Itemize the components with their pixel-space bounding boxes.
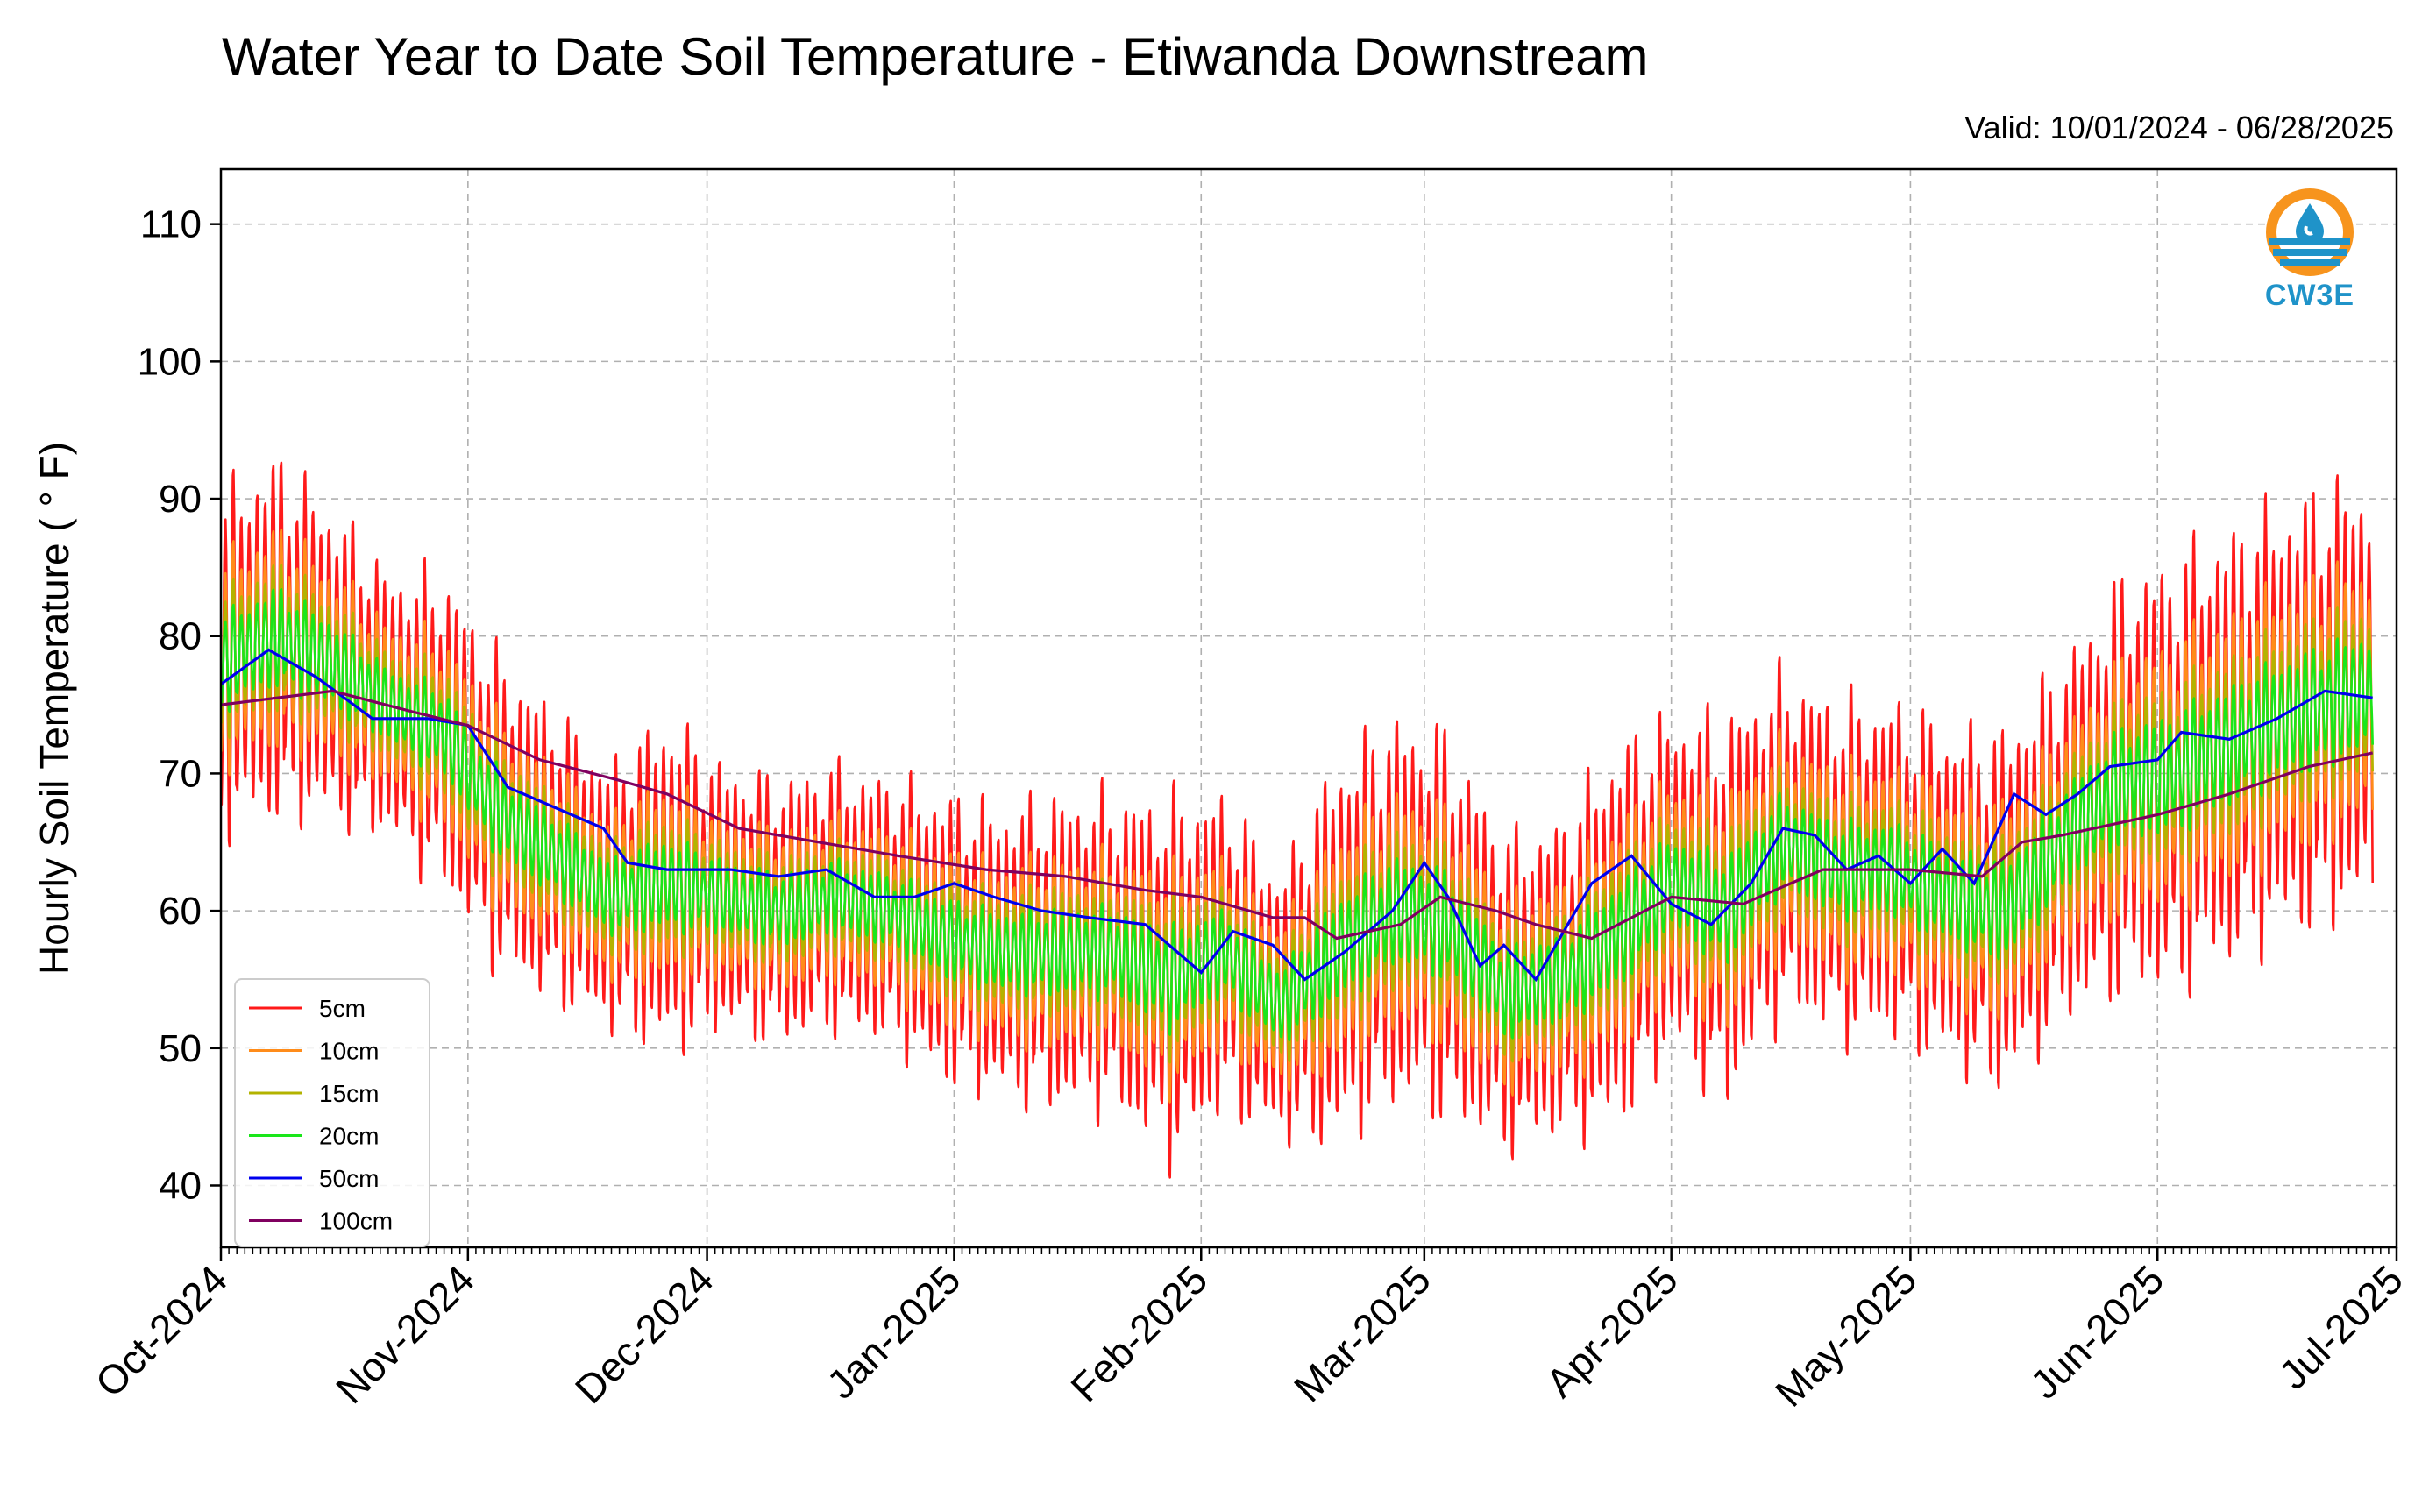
series-line-5cm — [221, 461, 2374, 1179]
x-tick-label: Mar-2025 — [1285, 1256, 1439, 1410]
plot-frame — [219, 167, 2398, 1249]
legend-label-10cm: 10cm — [319, 1038, 379, 1065]
y-tick-label: 80 — [159, 615, 202, 658]
y-tick-label: 110 — [140, 203, 202, 246]
series-line-15cm — [221, 563, 2374, 1064]
y-tick-label: 40 — [159, 1164, 202, 1207]
x-tick-label: Jul-2025 — [2270, 1256, 2412, 1398]
cw3e-logo-icon — [2266, 188, 2354, 276]
y-axis-label: Hourly Soil Temperature ( ° F) — [32, 442, 77, 975]
chart-title: Water Year to Date Soil Temperature - Et… — [222, 27, 1649, 86]
x-tick-label: Dec-2024 — [566, 1256, 722, 1412]
x-tick-label: Feb-2025 — [1062, 1256, 1216, 1410]
legend-label-20cm: 20cm — [319, 1123, 379, 1150]
legend-label-5cm: 5cm — [319, 995, 366, 1022]
legend-box — [234, 978, 430, 1247]
series-line-10cm — [221, 528, 2374, 1104]
x-tick-label: Jan-2025 — [818, 1256, 969, 1407]
y-tick-label: 70 — [159, 752, 202, 795]
x-tick-label: Oct-2024 — [87, 1256, 237, 1406]
y-tick-label: 50 — [159, 1027, 202, 1070]
series-line-100cm — [221, 689, 2374, 941]
cw3e-logo: CW3E — [2257, 184, 2362, 316]
legend: 5cm 10cm 15cm 20cm 50cm 100cm — [234, 978, 430, 1247]
legend-label-100cm: 100cm — [319, 1208, 393, 1235]
x-minor-ticks — [220, 1247, 2397, 1254]
y-tick-label: 90 — [159, 478, 202, 521]
x-tick-label: May-2025 — [1766, 1256, 1925, 1415]
y-tick-label: 60 — [159, 890, 202, 933]
x-tick-label: Jun-2025 — [2021, 1256, 2172, 1407]
series-line-20cm — [221, 587, 2374, 1042]
series-lines — [221, 461, 2374, 1179]
grid-lines — [220, 169, 2397, 1247]
series-line-50cm — [221, 648, 2373, 983]
x-tick-label: Nov-2024 — [327, 1256, 483, 1412]
legend-label-15cm: 15cm — [319, 1080, 379, 1107]
y-tick-label: 100 — [138, 340, 202, 383]
logo-text: CW3E — [2264, 279, 2355, 312]
x-tick-label: Apr-2025 — [1537, 1256, 1687, 1406]
legend-label-50cm: 50cm — [319, 1165, 379, 1192]
valid-date-range: Valid: 10/01/2024 - 06/28/2025 — [1964, 110, 2394, 146]
